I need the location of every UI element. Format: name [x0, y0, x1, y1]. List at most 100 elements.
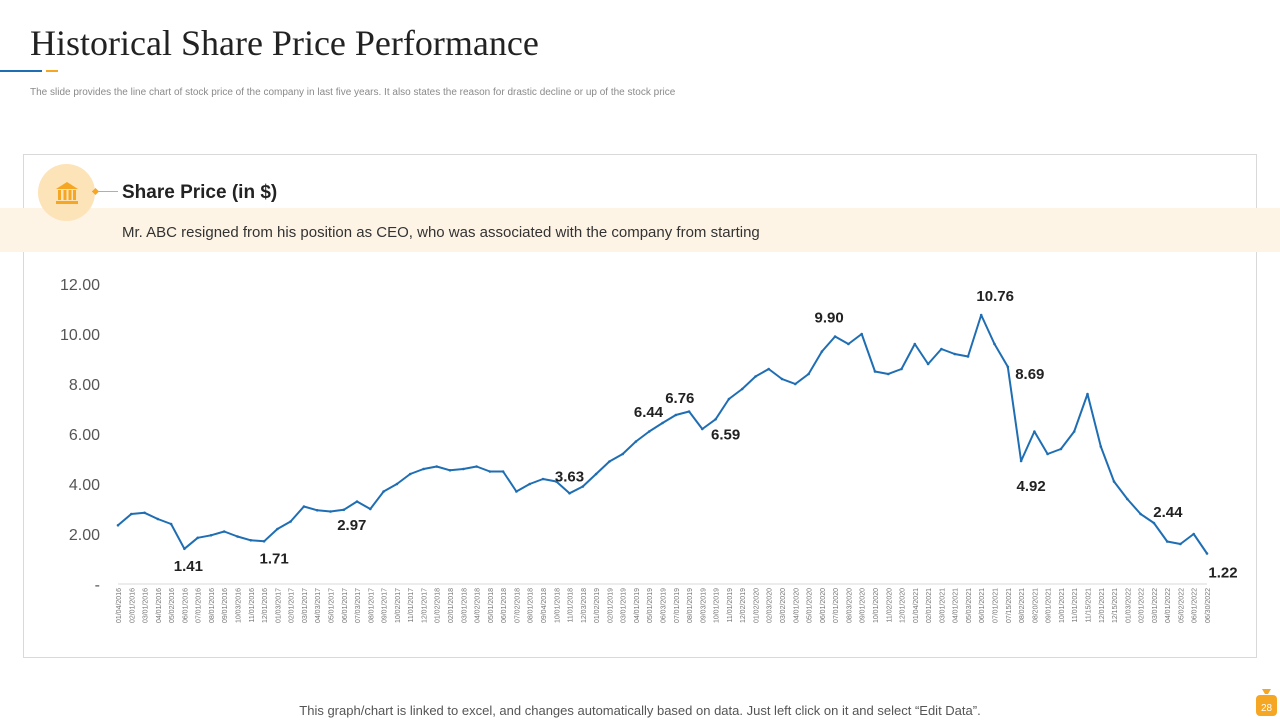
- data-label: 2.44: [1153, 504, 1183, 521]
- x-tick-label: 07/02/2018: [514, 588, 521, 623]
- price-point: [183, 547, 186, 551]
- x-tick-label: 06/01/2016: [182, 588, 189, 623]
- x-tick-label: 02/01/2018: [448, 588, 455, 623]
- x-tick-label: 08/01/2019: [687, 588, 694, 623]
- price-point: [1112, 480, 1116, 483]
- price-point: [860, 332, 863, 336]
- price-point: [1205, 552, 1209, 555]
- price-point: [634, 440, 638, 443]
- price-point: [515, 490, 518, 493]
- price-point: [661, 421, 664, 425]
- x-tick-label: 07/01/2016: [196, 588, 203, 623]
- footer-note: This graph/chart is linked to excel, and…: [299, 703, 981, 718]
- price-point: [727, 397, 731, 401]
- x-tick-label: 12/03/2018: [581, 588, 588, 623]
- price-point: [1099, 445, 1103, 448]
- price-point: [262, 540, 266, 543]
- x-tick-label: 10/03/2016: [236, 588, 243, 623]
- x-tick-label: 02/03/2020: [767, 588, 774, 623]
- y-tick-label: 4.00: [69, 477, 100, 494]
- price-point: [143, 511, 146, 515]
- x-tick-label: 09/04/2018: [541, 588, 548, 623]
- price-point: [209, 534, 213, 537]
- price-point: [1126, 497, 1129, 501]
- x-tick-label: 05/02/2016: [169, 588, 176, 623]
- data-label: 6.59: [711, 426, 740, 443]
- x-tick-label: 09/01/2017: [382, 588, 389, 623]
- price-point: [342, 508, 346, 512]
- data-label: 3.63: [555, 468, 584, 485]
- price-point: [541, 477, 545, 481]
- data-label: 1.41: [174, 558, 203, 575]
- price-point: [1033, 430, 1036, 433]
- x-tick-label: 06/01/2021: [979, 588, 986, 623]
- x-tick-label: 05/01/2018: [488, 588, 495, 623]
- price-point: [701, 427, 704, 431]
- price-point: [807, 372, 810, 376]
- price-point: [1139, 512, 1142, 516]
- x-tick-label: 09/03/2019: [700, 588, 707, 623]
- price-point: [979, 313, 983, 317]
- price-point: [448, 469, 452, 472]
- x-tick-label: 03/02/2020: [780, 588, 787, 623]
- price-point: [329, 510, 332, 513]
- y-tick-label: 10.00: [60, 327, 100, 344]
- x-tick-label: 08/01/2016: [209, 588, 216, 623]
- price-point: [887, 372, 890, 376]
- price-point: [555, 480, 558, 483]
- x-tick-label: 06/30/2022: [1205, 588, 1212, 623]
- x-tick-label: 12/01/2017: [422, 588, 429, 623]
- x-tick-label: 11/01/2019: [727, 588, 734, 623]
- x-tick-label: 11/01/2018: [568, 588, 575, 623]
- x-tick-label: 05/01/2017: [329, 588, 336, 623]
- price-point: [714, 418, 717, 421]
- price-point: [222, 530, 226, 533]
- price-point: [847, 342, 850, 346]
- price-point: [1006, 365, 1010, 369]
- price-point: [608, 460, 611, 463]
- x-tick-label: 11/02/2020: [886, 588, 893, 623]
- x-tick-label: 12/01/2016: [262, 588, 269, 623]
- x-tick-label: 06/03/2019: [661, 588, 668, 623]
- price-point: [116, 524, 120, 527]
- x-tick-label: 03/01/2019: [621, 588, 628, 623]
- price-point: [794, 382, 797, 386]
- share-price-line: [117, 314, 1208, 555]
- price-point: [1059, 447, 1063, 451]
- price-point: [382, 490, 385, 493]
- x-tick-label: 09/01/2021: [1046, 588, 1053, 623]
- price-point: [833, 335, 837, 338]
- y-tick-label: 6.00: [69, 427, 100, 444]
- price-point: [966, 355, 970, 358]
- data-label: 6.76: [665, 390, 694, 407]
- price-point: [1192, 532, 1195, 536]
- slide-title: Historical Share Price Performance: [30, 23, 539, 63]
- x-tick-label: 01/02/2020: [754, 588, 761, 623]
- data-label: 2.97: [337, 517, 366, 534]
- price-point: [674, 413, 678, 417]
- data-label: 4.92: [1016, 478, 1045, 495]
- price-point: [475, 465, 478, 468]
- x-tick-label: 11/01/2016: [249, 588, 256, 623]
- price-point: [1046, 452, 1049, 456]
- x-tick-label: 04/01/2022: [1165, 588, 1172, 623]
- x-tick-label: 06/01/2022: [1192, 588, 1199, 623]
- price-point: [395, 482, 399, 486]
- price-point: [820, 350, 824, 353]
- x-tick-label: 02/01/2017: [289, 588, 296, 623]
- y-tick-label: -: [95, 577, 100, 594]
- x-tick-label: 01/03/2017: [275, 588, 282, 623]
- x-tick-label: 08/01/2018: [528, 588, 535, 623]
- x-tick-label: 03/01/2022: [1152, 588, 1159, 623]
- price-point: [169, 522, 173, 526]
- price-point: [501, 470, 505, 473]
- x-tick-label: 01/04/2021: [913, 588, 920, 623]
- x-tick-label: 03/01/2016: [143, 588, 150, 623]
- price-point: [369, 507, 372, 511]
- x-tick-label: 06/01/2020: [820, 588, 827, 623]
- x-tick-label: 02/01/2016: [129, 588, 136, 623]
- bank-icon-badge: [38, 164, 95, 221]
- y-tick-label: 8.00: [69, 377, 100, 394]
- price-point: [926, 362, 930, 366]
